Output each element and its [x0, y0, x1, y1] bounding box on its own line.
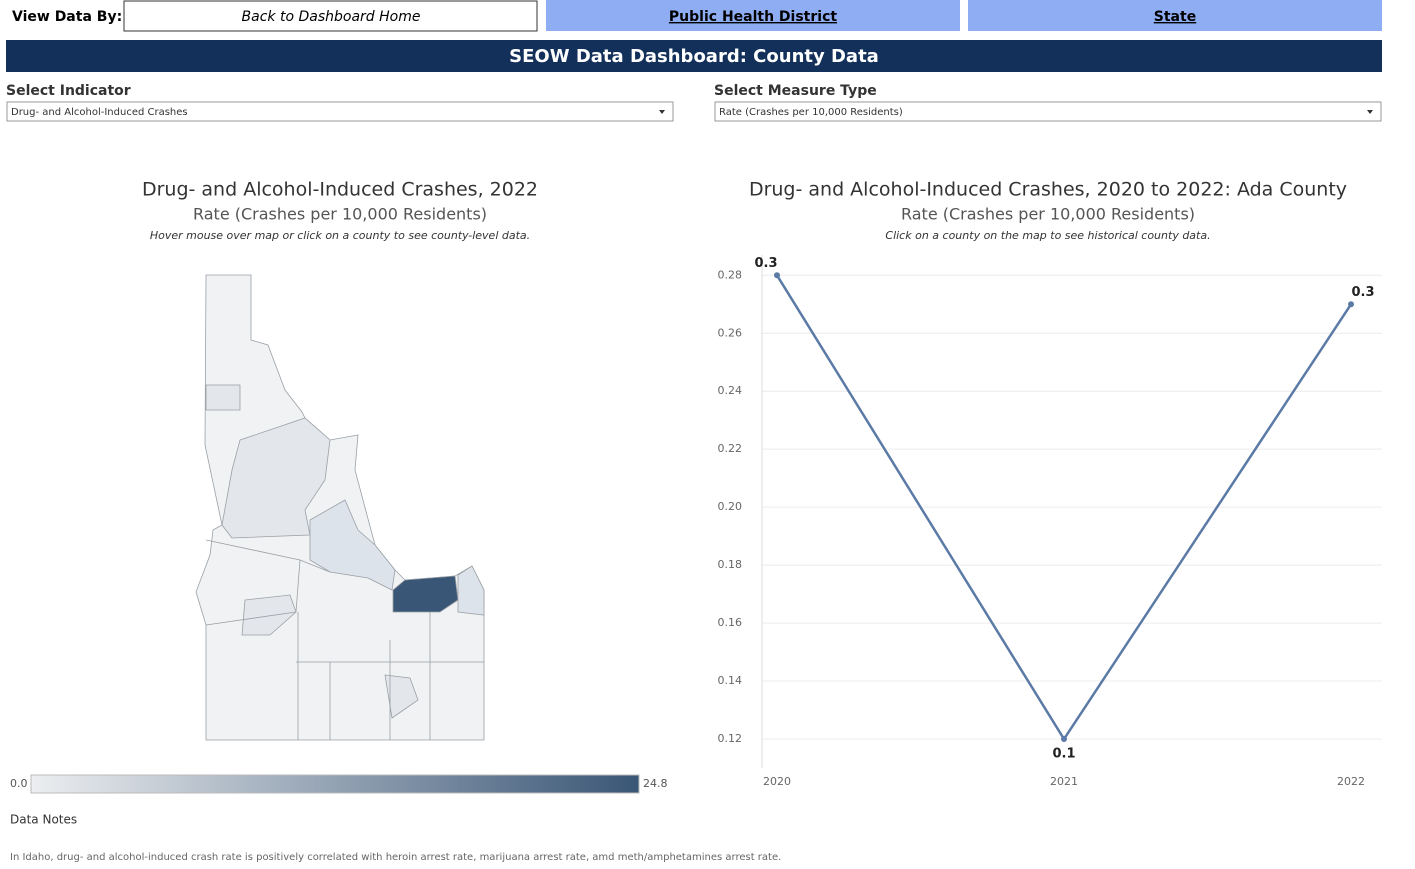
district-button[interactable]	[546, 0, 960, 31]
y-tick-label: 0.20	[718, 500, 743, 513]
y-tick-label: 0.18	[718, 558, 743, 571]
value-label: 0.1	[1052, 747, 1075, 762]
county-highlight[interactable]	[392, 575, 459, 613]
chart-note: Click on a county on the map to see hist…	[885, 229, 1210, 242]
indicator-select[interactable]	[6, 101, 674, 122]
dropdown-arrow[interactable]	[659, 110, 665, 114]
county[interactable]	[241, 594, 297, 636]
district-button-label[interactable]: Public Health District	[669, 9, 837, 25]
y-tick-label: 0.26	[718, 326, 743, 339]
value-label: 0.3	[1351, 285, 1374, 300]
county-border	[205, 539, 484, 740]
header-title: SEOW Data Dashboard: County Data	[509, 46, 879, 67]
color-legend	[30, 774, 640, 794]
point	[1348, 301, 1354, 308]
county[interactable]	[205, 384, 241, 411]
map-note: Hover mouse over map or click on a count…	[150, 229, 530, 242]
chart-subtitle: Rate (Crashes per 10,000 Residents)	[901, 205, 1195, 224]
y-tick-label: 0.28	[718, 268, 743, 281]
point	[774, 272, 780, 279]
county[interactable]	[457, 565, 485, 616]
map-subtitle: Rate (Crashes per 10,000 Residents)	[193, 205, 487, 224]
line-chart: 0.12 0.14 0.16 0.18 0.20 0.22 0.24 0.26 0.28 2020…	[718, 255, 1382, 788]
filter-label: Select Indicator	[6, 83, 131, 99]
legend-min: 0.0	[10, 777, 28, 790]
header-bar	[6, 40, 1382, 72]
filter-label: Select Measure Type	[714, 83, 877, 99]
y-tick-label: 0.14	[718, 674, 743, 687]
y-tick-label: 0.22	[718, 442, 743, 455]
county[interactable]	[221, 417, 331, 539]
point	[1061, 736, 1067, 743]
nav-label: View Data By:	[12, 9, 122, 25]
state-button-label[interactable]: State	[1154, 9, 1196, 25]
state-button[interactable]	[968, 0, 1382, 31]
notes-heading: Data Notes	[10, 813, 77, 827]
x-tick-label: 2020	[763, 775, 791, 788]
chart-title: Drug- and Alcohol-Induced Crashes, 2020 …	[749, 179, 1347, 201]
county[interactable]	[309, 499, 396, 591]
home-button-label[interactable]: Back to Dashboard Home	[242, 9, 421, 25]
legend-max: 24.8	[643, 777, 668, 790]
measure-select[interactable]	[714, 101, 1382, 122]
x-tick-label: 2021	[1050, 775, 1078, 788]
y-tick-label: 0.24	[718, 384, 743, 397]
notes-text: In Idaho, drug- and alcohol-induced cras…	[10, 852, 781, 863]
y-tick-label: 0.12	[718, 732, 743, 745]
map-title: Drug- and Alcohol-Induced Crashes, 2022	[142, 179, 538, 201]
y-tick-label: 0.16	[718, 616, 743, 629]
filter-value[interactable]: Drug- and Alcohol-Induced Crashes	[11, 107, 188, 118]
dropdown-arrow[interactable]	[1367, 110, 1373, 114]
value-label: 0.3	[754, 256, 777, 271]
filter-value[interactable]: Rate (Crashes per 10,000 Residents)	[719, 107, 903, 118]
map	[195, 274, 485, 741]
x-tick-label: 2022	[1337, 775, 1365, 788]
home-button[interactable]	[123, 0, 538, 32]
